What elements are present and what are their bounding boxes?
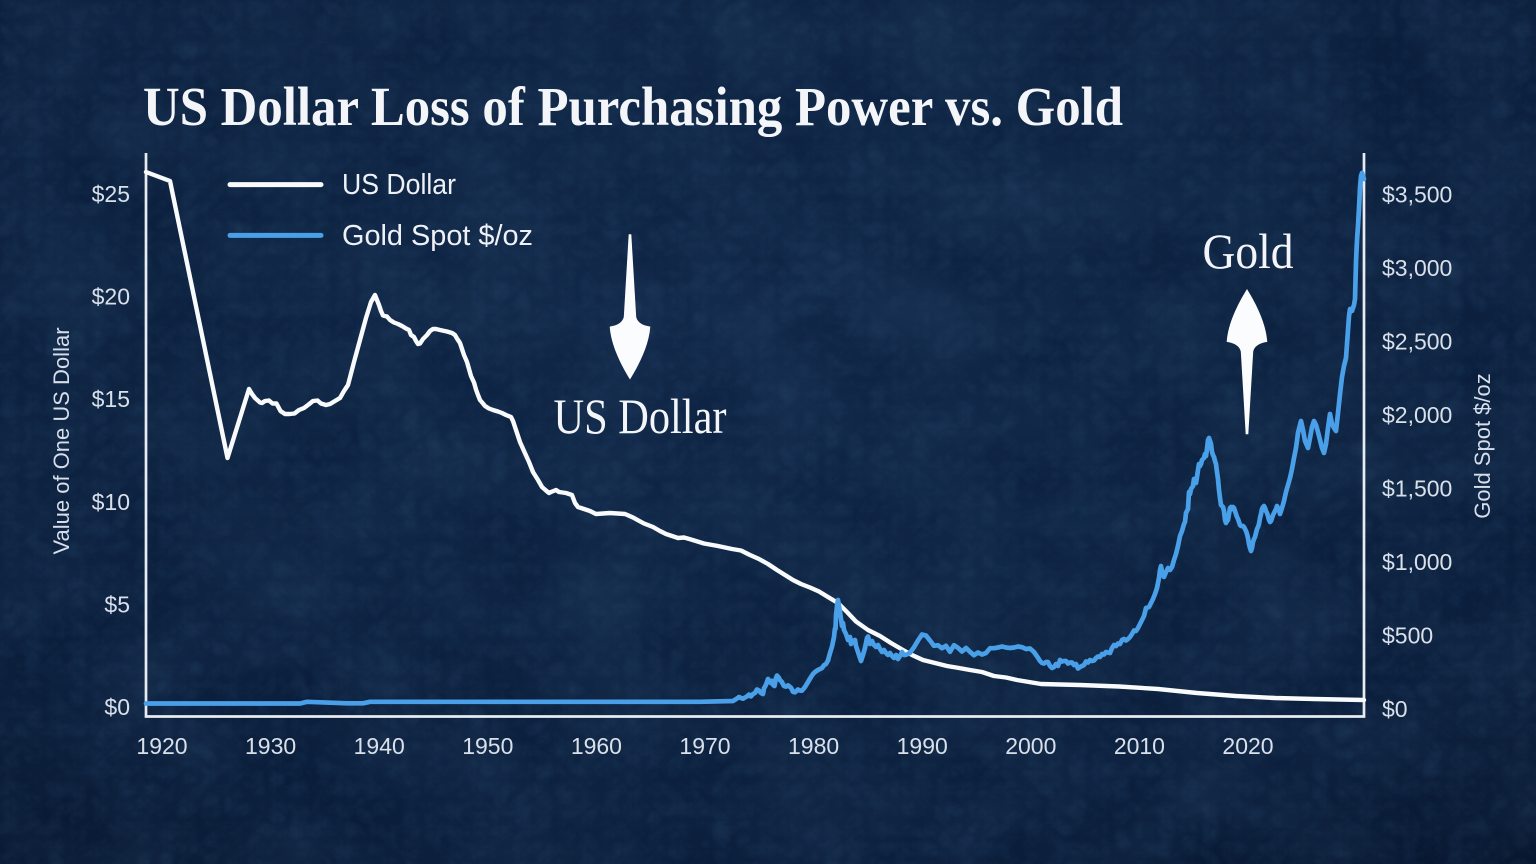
svg-text:Gold Spot $/oz: Gold Spot $/oz (1470, 373, 1495, 519)
svg-text:1940: 1940 (354, 733, 405, 759)
svg-text:$5: $5 (104, 591, 130, 617)
svg-text:Gold Spot $/oz: Gold Spot $/oz (342, 220, 533, 252)
svg-text:US Dollar: US Dollar (554, 388, 727, 444)
svg-text:$20: $20 (92, 284, 130, 310)
svg-text:1990: 1990 (897, 733, 948, 759)
svg-text:Value of One US Dollar: Value of One US Dollar (49, 327, 74, 554)
svg-text:$2,000: $2,000 (1382, 402, 1452, 428)
svg-text:US Dollar: US Dollar (342, 169, 456, 201)
svg-text:1980: 1980 (788, 733, 839, 759)
svg-text:1970: 1970 (679, 733, 730, 759)
svg-text:1920: 1920 (136, 733, 187, 759)
svg-text:$1,000: $1,000 (1382, 549, 1452, 575)
svg-text:$0: $0 (1382, 696, 1408, 722)
svg-text:$500: $500 (1382, 623, 1433, 649)
svg-text:$25: $25 (92, 181, 130, 207)
svg-text:$10: $10 (92, 489, 130, 515)
svg-text:$0: $0 (104, 694, 130, 720)
svg-text:1930: 1930 (245, 733, 296, 759)
svg-text:$15: $15 (92, 386, 130, 412)
svg-text:2000: 2000 (1005, 733, 1056, 759)
svg-text:2020: 2020 (1222, 733, 1273, 759)
svg-text:1950: 1950 (462, 733, 513, 759)
svg-text:2010: 2010 (1114, 733, 1165, 759)
svg-text:US Dollar Loss of Purchasing P: US Dollar Loss of Purchasing Power vs. G… (143, 76, 1123, 137)
svg-text:$3,000: $3,000 (1382, 255, 1452, 281)
svg-text:$1,500: $1,500 (1382, 476, 1452, 502)
svg-text:$2,500: $2,500 (1382, 329, 1452, 355)
svg-text:$3,500: $3,500 (1382, 182, 1452, 208)
svg-text:1960: 1960 (571, 733, 622, 759)
svg-text:Gold: Gold (1203, 223, 1294, 279)
